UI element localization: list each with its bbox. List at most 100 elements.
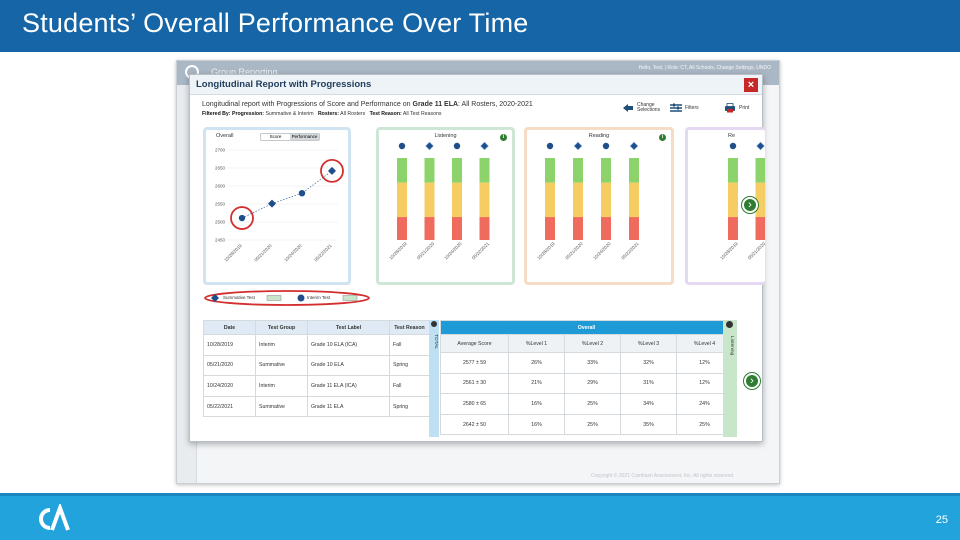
info-icon[interactable]: i [500, 134, 507, 141]
cell: Summative [255, 395, 308, 418]
table-row: 2580 ± 65 16% 25% 34% 24% [440, 393, 733, 415]
interim-point [602, 142, 610, 150]
level-above-segment [397, 158, 407, 183]
cell: 2642 ± 50 [440, 413, 509, 436]
y-tick-label: 2450 [215, 238, 226, 243]
longitudinal-report-modal: Longitudinal Report with Progressions × … [189, 74, 765, 442]
score-performance-toggle[interactable]: Score Performance [260, 133, 320, 141]
filter-label: Progression: [232, 111, 264, 117]
close-button[interactable]: × [744, 78, 758, 92]
overall-card: Overall Score Performance 2700 2650 2600 25… [203, 127, 351, 285]
sliders-icon [670, 103, 682, 112]
x-tick-label: 05/22/2021 [313, 243, 333, 263]
column-header[interactable]: %Level 3 [620, 334, 677, 353]
level-below-segment [479, 217, 490, 240]
level-below-segment [424, 217, 435, 240]
trend-line [241, 170, 333, 219]
summative-point [268, 199, 276, 208]
cell: Spring [389, 354, 430, 377]
level-above-segment [573, 158, 583, 183]
interim-point [298, 190, 306, 197]
total-label: TOTAL [433, 334, 438, 350]
level-near-segment [573, 182, 583, 218]
level-above-segment [479, 158, 490, 183]
x-tick-label: 05/21/2020 [253, 243, 273, 263]
chart-legend: Summative Test Interim Test [203, 290, 373, 306]
interim-point [546, 142, 554, 150]
collapse-icon[interactable] [431, 321, 437, 327]
overall-table: Overall Average Score %Level 1 %Level 2 … [440, 320, 733, 436]
reading-title: Reading [588, 133, 610, 139]
toggle-performance[interactable]: Performance [290, 134, 319, 140]
cell: 2577 ± 59 [440, 352, 509, 374]
column-header[interactable]: %Level 4 [676, 334, 733, 353]
cell: 05/22/2021 [203, 395, 256, 418]
level-near-segment [629, 182, 639, 218]
cell: 2561 ± 30 [440, 372, 509, 395]
filter-label: Test Reason: [369, 111, 402, 117]
x-tick-label: 10/28/2019 [388, 241, 408, 261]
column-header[interactable]: Test Group [255, 320, 308, 335]
table-row: 05/21/2020 Summative Grade 10 ELA Spring [203, 354, 430, 377]
cell: 10/28/2019 [203, 334, 256, 356]
back-arrow-icon [623, 104, 633, 112]
legend-highlight [204, 290, 370, 306]
modal-header: Longitudinal Report with Progressions × [190, 75, 762, 95]
level-near-segment [479, 182, 490, 218]
toggle-score[interactable]: Score [269, 134, 282, 139]
interim-point [729, 142, 737, 150]
listening-card: Listening i 10/28/2019 05/21/2020 10/24/20… [376, 127, 515, 285]
y-tick-label: 2550 [215, 202, 226, 207]
overall-header: Overall [440, 320, 733, 335]
level-above-segment [728, 158, 738, 183]
print-button[interactable]: Print [724, 99, 749, 117]
subtitle-grade: Grade 11 ELA [412, 101, 459, 108]
table-row: 10/24/2020 Interim Grade 11 ELA (ICA) Fall [203, 375, 430, 397]
column-header[interactable]: Average Score [440, 334, 509, 353]
user-info[interactable]: Hello, Test, | Role: CT, All Schools, Ch… [638, 65, 771, 71]
column-header[interactable]: Test Reason [389, 320, 430, 335]
column-header[interactable]: %Level 2 [564, 334, 621, 353]
interim-point [453, 142, 461, 150]
next-column-arrow-icon[interactable]: › [744, 373, 760, 389]
cell: Interim [255, 375, 308, 397]
listening-chart: 10/28/2019 05/21/2020 10/24/2020 05/22/2021 [388, 141, 491, 261]
slide-footer: 25 [0, 493, 960, 540]
level-above-segment [755, 158, 765, 183]
next-chart-arrow-icon[interactable]: › [742, 197, 758, 213]
level-above-segment [601, 158, 611, 183]
listening-column-label: Listening [729, 336, 734, 356]
summative-point [629, 141, 639, 151]
modal-title: Longitudinal Report with Progressions [196, 79, 372, 90]
cell: Fall [389, 334, 430, 356]
level-below-segment [755, 217, 765, 240]
table-row: 2577 ± 59 26% 33% 32% 12% [440, 352, 733, 374]
report-subtitle: Longitudinal report with Progressions of… [202, 101, 533, 108]
column-header[interactable]: Test Label [307, 320, 390, 335]
overall-title: Overall [216, 133, 234, 139]
cell: 25% [564, 413, 621, 436]
column-header[interactable]: Date [203, 320, 256, 335]
info-icon[interactable]: i [659, 134, 666, 141]
interim-point [238, 214, 246, 222]
x-tick-label: 05/21/2020 [416, 241, 436, 261]
collapse-icon[interactable] [726, 321, 733, 328]
cell: 35% [620, 413, 677, 436]
level-below-segment [629, 217, 639, 240]
level-near-segment [601, 182, 611, 218]
column-header[interactable]: %Level 1 [508, 334, 565, 353]
table-row: 05/22/2021 Summative Grade 11 ELA Spring [203, 395, 430, 418]
cell: Grade 11 ELA (ICA) [307, 375, 390, 397]
x-tick-label: 10/28/2019 [223, 243, 243, 263]
legend-summative: Summative Test [223, 295, 255, 300]
filters-button[interactable]: Filters [670, 99, 699, 117]
cell: 16% [508, 413, 565, 436]
x-tick-label: 10/24/2020 [592, 241, 612, 261]
cell: 31% [620, 372, 677, 395]
cell: Grade 10 ELA (ICA) [307, 334, 390, 356]
cell: 21% [508, 372, 565, 395]
filter-label: Rosters: [317, 111, 339, 117]
level-above-segment [545, 158, 555, 183]
app-nav[interactable]: Group Reporting [211, 67, 278, 77]
change-selections-button[interactable]: Change Selections [622, 99, 661, 117]
